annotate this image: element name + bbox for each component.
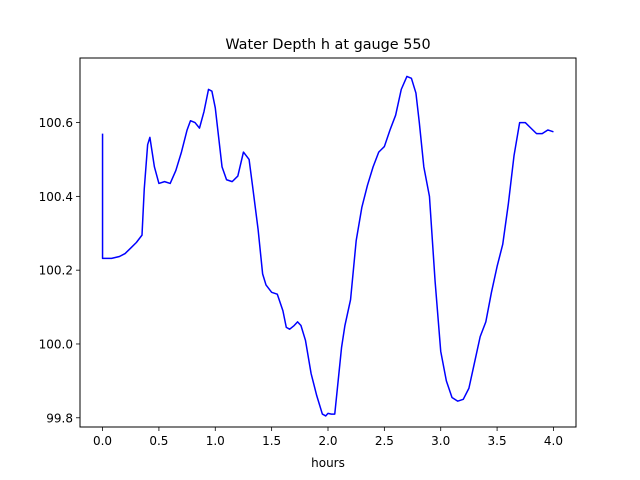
x-tick-label: 2.0 — [318, 434, 337, 448]
water-depth-line — [101, 75, 554, 417]
y-axis: 99.8 100.0 100.2 100.4 100.6 — [39, 116, 80, 425]
x-tick-label: 2.5 — [375, 434, 394, 448]
x-tick-label: 4.0 — [544, 434, 563, 448]
x-tick-label: 3.0 — [431, 434, 450, 448]
x-axis: 0.0 0.5 1.0 1.5 2.0 2.5 3.0 3.5 4.0 — [93, 427, 563, 448]
y-tick-label: 100.2 — [39, 264, 73, 278]
y-tick-label: 100.6 — [39, 116, 73, 130]
x-tick-label: 3.5 — [488, 434, 507, 448]
y-tick-label: 100.0 — [39, 337, 73, 351]
y-tick-label: 99.8 — [46, 411, 73, 425]
x-tick-label: 0.0 — [93, 434, 112, 448]
x-axis-label: hours — [311, 456, 345, 470]
chart-title: Water Depth h at gauge 550 — [225, 37, 430, 53]
x-tick-label: 1.5 — [262, 434, 281, 448]
y-tick-label: 100.4 — [39, 190, 73, 204]
x-tick-label: 1.0 — [206, 434, 225, 448]
x-tick-label: 0.5 — [149, 434, 168, 448]
